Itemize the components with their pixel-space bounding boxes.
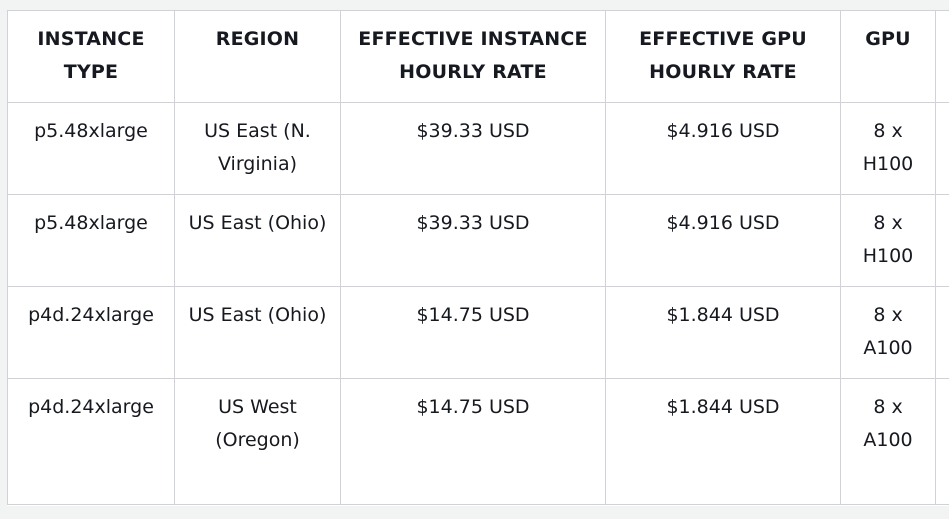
- cell-instance-type: p4d.24xlarge: [7, 286, 175, 379]
- cell-instance-rate: $39.33 USD: [340, 194, 606, 287]
- table-row: p4d.24xlarge US East (Ohio) $14.75 USD $…: [7, 286, 949, 379]
- header-row: INSTANCE TYPE REGION EFFECTIVE INSTANCE …: [7, 10, 949, 103]
- header-effective-instance-hourly-rate: EFFECTIVE INSTANCE HOURLY RATE: [340, 10, 606, 103]
- cell-region: US East (N. Virginia): [174, 102, 341, 195]
- cell-region: US West (Oregon): [174, 378, 341, 505]
- cell-instance-rate: $14.75 USD: [340, 378, 606, 505]
- header-gpu: GPU: [840, 10, 936, 103]
- header-instance-type: INSTANCE TYPE: [7, 10, 175, 103]
- table-row: p4d.24xlarge US West (Oregon) $14.75 USD…: [7, 378, 949, 505]
- cell-region: US East (Ohio): [174, 286, 341, 379]
- pricing-table: INSTANCE TYPE REGION EFFECTIVE INSTANCE …: [7, 10, 949, 505]
- cell-gpu-rate: $1.844 USD: [605, 286, 841, 379]
- cell-instance-rate: $14.75 USD: [340, 286, 606, 379]
- cell-gpu-rate: $4.916 USD: [605, 194, 841, 287]
- cell-gpu: 8 x A100: [840, 286, 936, 379]
- header-region: REGION: [174, 10, 341, 103]
- pricing-table-container: INSTANCE TYPE REGION EFFECTIVE INSTANCE …: [7, 10, 949, 506]
- cell-cut-off: [935, 102, 949, 195]
- header-cut-off-column: [935, 10, 949, 103]
- cell-gpu: 8 x H100: [840, 194, 936, 287]
- table-row: p5.48xlarge US East (N. Virginia) $39.33…: [7, 102, 949, 195]
- cell-gpu-rate: $4.916 USD: [605, 102, 841, 195]
- cell-gpu: 8 x H100: [840, 102, 936, 195]
- cell-gpu-rate: $1.844 USD: [605, 378, 841, 505]
- cell-region: US East (Ohio): [174, 194, 341, 287]
- cell-instance-type: p5.48xlarge: [7, 102, 175, 195]
- cell-instance-type: p5.48xlarge: [7, 194, 175, 287]
- header-effective-gpu-hourly-rate: EFFECTIVE GPU HOURLY RATE: [605, 10, 841, 103]
- cell-cut-off: [935, 194, 949, 287]
- cell-instance-type: p4d.24xlarge: [7, 378, 175, 505]
- table-row: p5.48xlarge US East (Ohio) $39.33 USD $4…: [7, 194, 949, 287]
- cell-cut-off: [935, 378, 949, 505]
- cell-gpu: 8 x A100: [840, 378, 936, 505]
- cell-instance-rate: $39.33 USD: [340, 102, 606, 195]
- cell-cut-off: [935, 286, 949, 379]
